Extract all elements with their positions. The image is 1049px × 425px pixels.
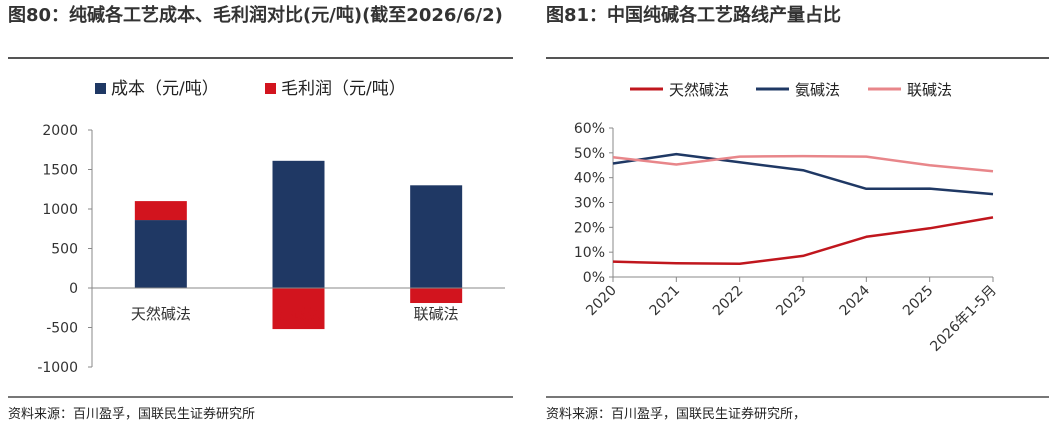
y-tick-label-5: 1500 [42,163,78,179]
source-rule-left [8,396,513,398]
legend-label-1: 氨碱法 [795,81,840,99]
bar-profit-0 [134,201,187,221]
bar-cost-0 [134,220,187,288]
y-tick-label-0: 0% [583,270,605,286]
y-tick-label-0: -1000 [37,360,78,376]
series-line-0 [612,216,994,266]
x-tick-label-0: 2020 [583,283,620,320]
legend-swatch-1 [265,83,276,94]
source-note-left: 资料来源：百川盈孚，国联民生证券研究所 [8,407,256,422]
series-line-2 [612,154,994,173]
chart-title-right: 图81：中国纯碱各工艺路线产量占比 [546,5,842,26]
legend-label-1: 毛利润（元/吨） [281,79,406,99]
y-tick-label-5: 50% [574,146,605,162]
y-tick-label-3: 500 [51,242,78,258]
bar-profit-2 [410,288,463,304]
category-label-1: 氨碱法 [276,305,321,323]
x-tick-label-3: 2023 [773,283,810,320]
y-tick-label-6: 2000 [42,123,78,139]
category-label-2: 联碱法 [414,305,459,323]
legend-swatch-0 [95,83,106,94]
source-note-right: 资料来源：百川盈孚，国联民生证券研究所， [546,407,807,422]
chart-title-left: 图80：纯碱各工艺成本、毛利润对比(元/吨)(截至2026/6/2) [8,5,503,26]
y-tick-label-1: -500 [46,321,78,337]
y-tick-label-2: 0 [69,281,78,297]
category-label-0: 天然碱法 [131,305,191,323]
x-tick-label-5: 2025 [900,283,937,320]
title-rule-right [546,57,1049,59]
production-share-panel: 图81：中国纯碱各工艺路线产量占比 天然碱法 氨碱法 联碱法 0% 10% 20% 30% 4… [538,0,1049,425]
title-rule-left [8,57,513,59]
bar-profit-1 [272,288,325,330]
bar-cost-2 [410,185,463,288]
cost-profit-panel: 图80：纯碱各工艺成本、毛利润对比(元/吨)(截至2026/6/2) 成本（元/… [0,0,515,425]
y-tick-label-3: 30% [574,196,605,212]
y-tick-label-4: 40% [574,171,605,187]
y-tick-label-6: 60% [574,121,605,137]
y-tick-label-2: 20% [574,220,605,236]
series-line-1 [612,152,994,196]
legend-label-0: 天然碱法 [669,81,729,99]
source-rule-right [546,396,1049,398]
x-tick-label-2: 2022 [710,283,747,320]
x-tick-label-1: 2021 [647,283,684,320]
x-tick-label-6: 2026年1-5月 [927,283,999,355]
y-tick-label-4: 1000 [42,202,78,218]
cost-profit-bar-chart: 成本（元/吨） 毛利润（元/吨） -1000 -500 0 500 1000 1500 2000… [37,79,505,376]
x-tick-label-4: 2024 [837,282,874,319]
bar-cost-1 [272,160,325,288]
legend-label-0: 成本（元/吨） [111,79,219,99]
production-share-line-chart: 天然碱法 氨碱法 联碱法 0% 10% 20% 30% 40% 50% 60% 2020 2021 20… [574,81,1000,355]
y-tick-label-1: 10% [574,245,605,261]
legend-label-2: 联碱法 [907,81,952,99]
